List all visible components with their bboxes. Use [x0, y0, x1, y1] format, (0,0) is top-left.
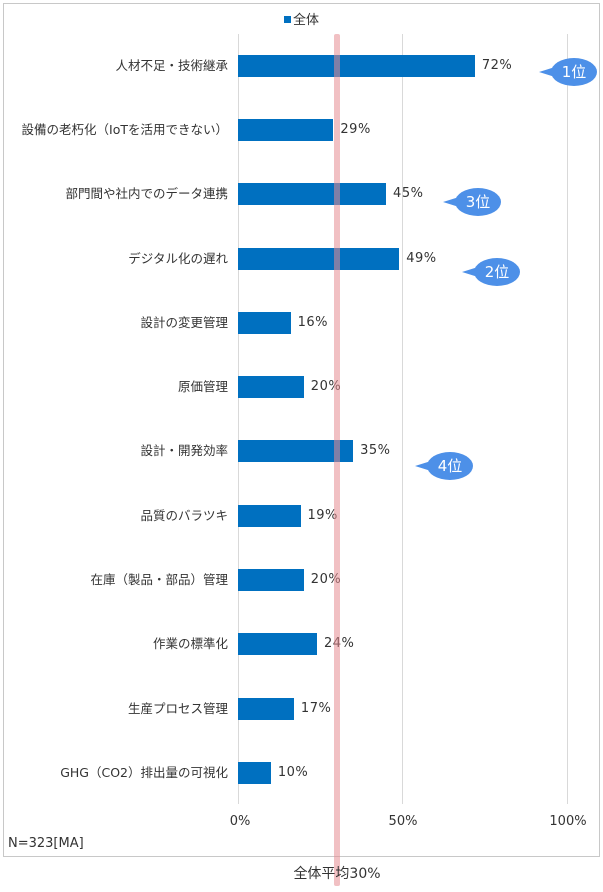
rank-callout: 3位	[443, 188, 501, 216]
category-label: 設備の老朽化（IoTを活用できない）	[21, 122, 228, 137]
value-label: 20%	[310, 572, 342, 587]
value-label: 29%	[340, 122, 371, 137]
category-label: 在庫（製品・部品）管理	[90, 572, 228, 587]
rank-badge: 4位	[427, 452, 473, 480]
category-label: 部門間や社内でのデータ連携	[65, 186, 228, 201]
rank-badge: 1位	[551, 58, 597, 86]
bar	[238, 633, 317, 655]
category-label: 原価管理	[177, 379, 228, 394]
legend: 全体	[0, 9, 603, 28]
callout-tail-icon	[462, 267, 478, 277]
category-label: 人材不足・技術継承	[115, 58, 228, 73]
bar	[238, 376, 304, 398]
rank-callout: 2位	[462, 258, 520, 286]
tick-50: 50%	[388, 814, 418, 829]
category-label: デジタル化の遅れ	[128, 251, 228, 266]
bar	[238, 440, 354, 462]
bar	[238, 505, 301, 527]
value-label: 16%	[297, 315, 329, 330]
rank-badge: 2位	[474, 258, 520, 286]
bar	[238, 183, 387, 205]
value-label: 45%	[393, 186, 424, 201]
average-label: 全体平均30%	[293, 866, 381, 882]
legend-label: 全体	[292, 13, 319, 28]
legend-swatch-icon	[283, 16, 291, 23]
value-label: 72%	[481, 58, 513, 73]
tick-0: 0%	[229, 814, 251, 829]
bar	[238, 312, 291, 334]
category-label: 設計の変更管理	[140, 315, 228, 330]
category-label: 生産プロセス管理	[127, 701, 228, 716]
bar	[238, 248, 400, 270]
sample-size-note: N=323[MA]	[8, 836, 84, 851]
average-reference-line	[334, 34, 340, 886]
bar	[238, 569, 304, 591]
category-label: 設計・開発効率	[140, 443, 228, 458]
bar	[238, 698, 294, 720]
value-label: 20%	[310, 379, 342, 394]
bar	[238, 762, 271, 784]
value-label: 35%	[360, 443, 391, 458]
value-label: 10%	[277, 765, 309, 780]
gridline-100	[567, 34, 568, 804]
chart-frame	[3, 3, 600, 857]
rank-badge: 3位	[455, 188, 501, 216]
gridline-0	[238, 34, 239, 804]
bar	[238, 55, 475, 77]
rank-callout: 1位	[539, 58, 597, 86]
value-label: 17%	[300, 701, 332, 716]
category-label: GHG（CO2）排出量の可視化	[60, 765, 228, 780]
category-label: 品質のバラツキ	[140, 508, 228, 523]
category-label: 作業の標準化	[152, 636, 228, 651]
callout-tail-icon	[443, 197, 459, 207]
value-label: 49%	[406, 251, 437, 266]
value-label: 19%	[307, 508, 338, 523]
callout-tail-icon	[415, 461, 431, 471]
tick-100: 100%	[549, 814, 587, 829]
rank-callout: 4位	[415, 452, 473, 480]
callout-tail-icon	[539, 67, 555, 77]
bar	[238, 119, 334, 141]
gridline-50	[402, 34, 403, 804]
